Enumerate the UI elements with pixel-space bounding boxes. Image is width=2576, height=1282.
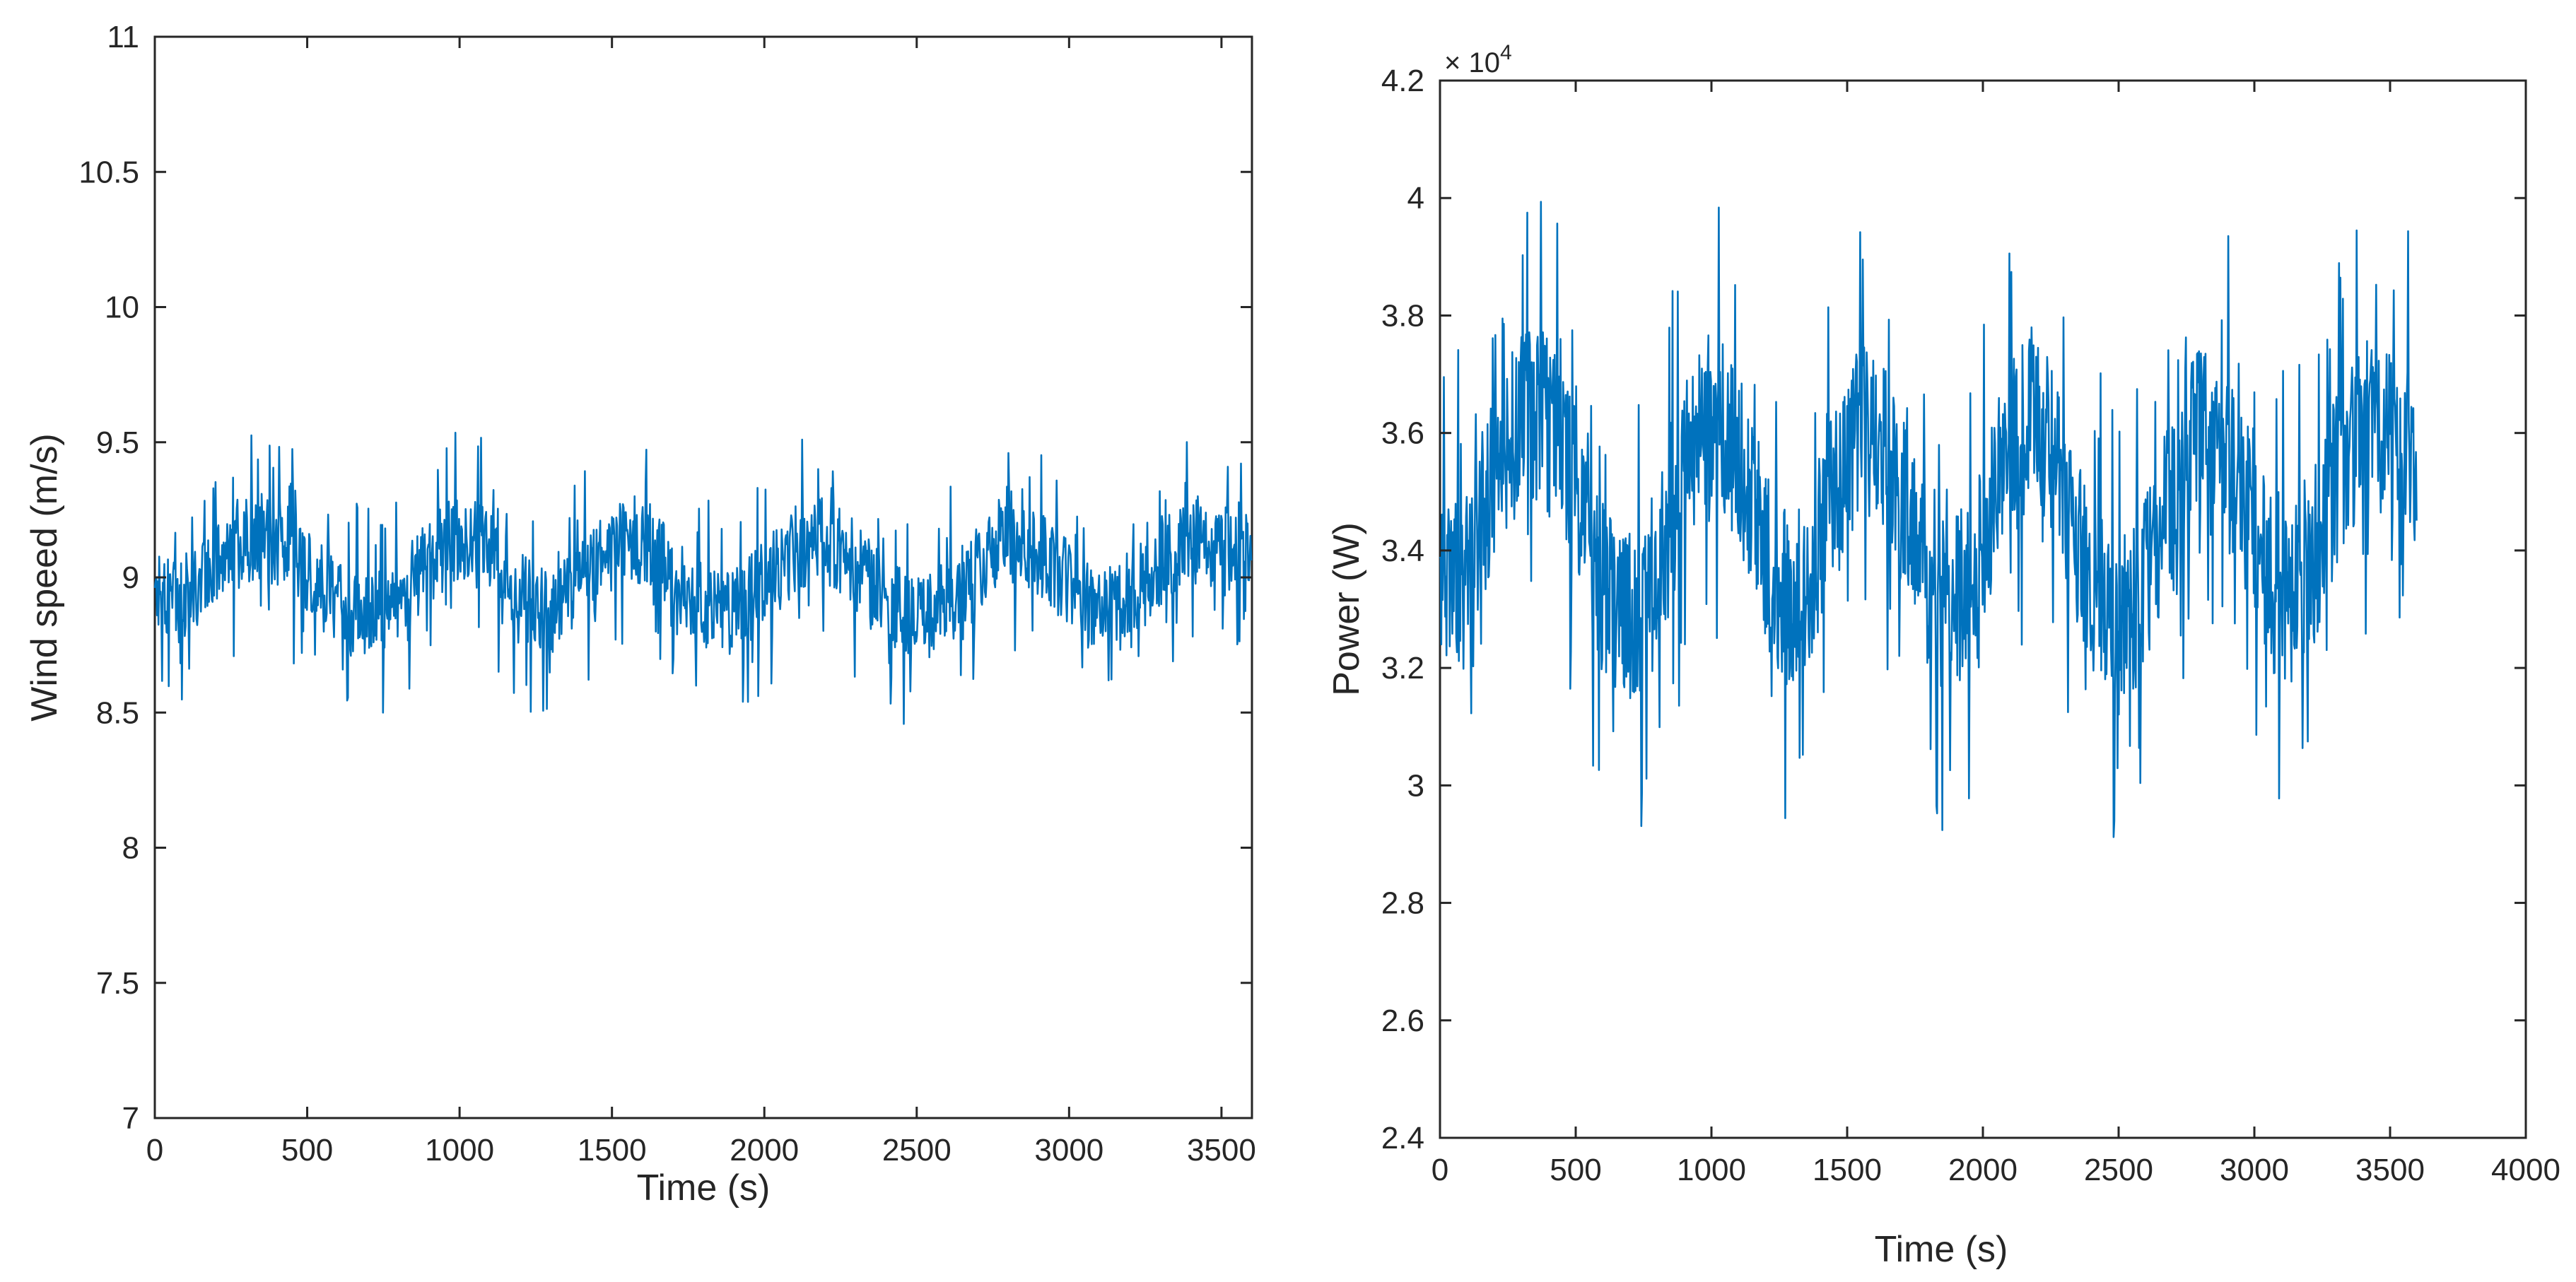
wind-speed-y-tick-label: 9.5 [96, 425, 139, 460]
power-y-tick-label: 4 [1407, 181, 1424, 216]
power-x-tick-label: 2000 [1948, 1153, 2018, 1187]
power-series-line [1439, 201, 2418, 838]
power-chart: 0 500 1000 1500 2000 2500 3000 3500 4000 2.42.62… [1326, 41, 2560, 1270]
wind-speed-x-tick-label: 1000 [425, 1133, 494, 1168]
power-y-exponent-base: × 10 [1444, 47, 1500, 78]
wind-speed-x-tick-label: 3000 [1034, 1133, 1103, 1168]
power-x-tick-label: 2500 [2084, 1153, 2153, 1187]
wind-speed-y-tick-label: 11 [107, 20, 139, 54]
wind-speed-x-tick-label: 500 [281, 1133, 333, 1168]
wind-speed-y-tick-label: 10.5 [78, 155, 139, 189]
power-y-tick-label: 3.4 [1381, 534, 1424, 568]
power-x-tick-label: 3500 [2355, 1153, 2425, 1187]
wind-speed-x-ticks: 0 500 1000 1500 2000 2500 3000 3500 [146, 37, 1256, 1168]
power-x-tick-label: 1500 [1813, 1153, 1882, 1187]
power-y-tick-label: 3.6 [1381, 416, 1424, 451]
power-y-tick-label: 2.8 [1381, 886, 1424, 921]
power-y-tick-label: 4.2 [1381, 64, 1424, 98]
wind-speed-chart: 0 500 1000 1500 2000 2500 3000 3500 7 7.5 8 8.5 9 9.… [24, 20, 1256, 1209]
wind-speed-y-tick-label: 7.5 [96, 966, 139, 1001]
wind-speed-y-tick-label: 7 [122, 1101, 139, 1136]
wind-speed-y-tick-label: 8.5 [96, 695, 139, 730]
power-y-tick-label: 3.8 [1381, 298, 1424, 333]
wind-speed-series-group [153, 432, 1253, 725]
wind-speed-x-tick-label: 2000 [730, 1133, 799, 1168]
wind-speed-x-tick-label: 0 [146, 1133, 163, 1168]
power-series-group [1439, 201, 2418, 838]
wind-speed-x-tick-label: 2500 [882, 1133, 952, 1168]
power-y-tick-label: 3 [1407, 768, 1424, 803]
power-y-ticks: 2.4 2.6 2.8 3 3.2 3.4 3.6 3.8 4 4.2 [1381, 64, 2526, 1155]
wind-speed-y-axis-label: Wind speed (m/s) [24, 433, 65, 721]
wind-speed-x-axis-label: Time (s) [637, 1168, 771, 1209]
power-y-axis-label: Power (W) [1326, 522, 1367, 696]
wind-speed-y-ticks: 7 7.5 8 8.5 9 9.5 10 10.5 11 [78, 20, 1252, 1136]
power-x-tick-label: 0 [1432, 1153, 1448, 1187]
wind-speed-x-tick-label: 1500 [578, 1133, 647, 1168]
power-x-tick-label: 500 [1550, 1153, 1601, 1187]
wind-speed-y-tick-label: 10 [105, 290, 139, 325]
wind-speed-x-tick-label: 3500 [1187, 1133, 1256, 1168]
wind-speed-series-line [153, 432, 1253, 725]
power-y-tick-label: 2.4 [1381, 1121, 1424, 1155]
power-y-tick-label: 2.6 [1381, 1004, 1424, 1038]
wind-speed-y-tick-label: 8 [122, 831, 139, 866]
power-y-tick-label: 3.2 [1381, 651, 1424, 686]
power-x-axis-label: Time (s) [1875, 1229, 2008, 1270]
power-x-ticks: 0 500 1000 1500 2000 2500 3000 3500 4000 [1432, 81, 2560, 1187]
power-y-exponent-power: 4 [1500, 41, 1512, 64]
power-x-tick-label: 4000 [2491, 1153, 2560, 1187]
power-y-exponent: × 104 [1444, 41, 1512, 78]
wind-speed-y-tick-label: 9 [122, 560, 139, 595]
power-x-tick-label: 1000 [1677, 1153, 1746, 1187]
power-x-tick-label: 3000 [2220, 1153, 2289, 1187]
